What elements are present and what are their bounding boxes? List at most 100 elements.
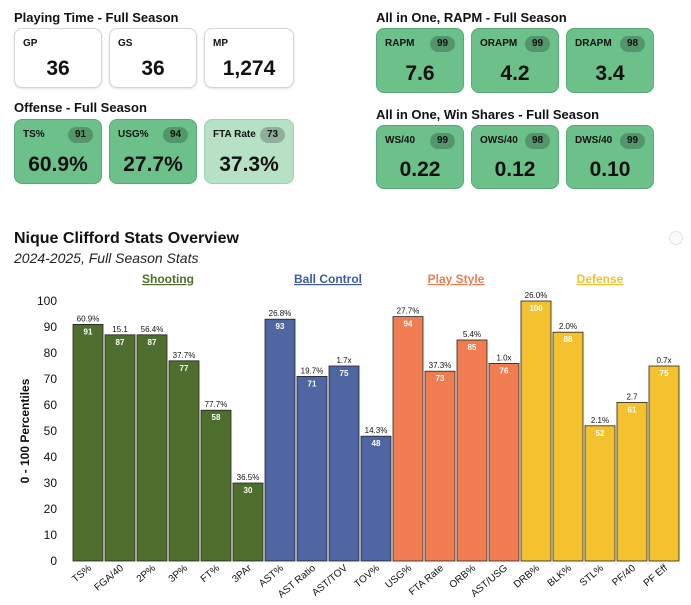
bar-stat-label: 26.8% [269,309,292,318]
y-tick-label: 20 [44,502,58,516]
bar-value-label: 93 [276,322,285,331]
bar [296,375,328,562]
y-tick-label: 10 [44,528,58,542]
card-value: 60.9% [28,153,88,176]
card-label: OWS/40 [480,135,518,146]
bar [104,334,136,562]
percentile-badge: 91 [68,127,93,143]
y-tick-label: 70 [44,372,58,386]
bar [424,370,456,562]
bar-stat-label: 37.7% [173,351,196,360]
card-value: 0.12 [494,158,536,181]
bar-stat-label: 26.0% [525,291,548,300]
card-value: 3.4 [595,62,625,85]
bar-stat-label: 15.1 [112,325,128,334]
percentile-badge: 94 [163,127,188,143]
percentile-badge: 73 [260,127,285,143]
bar-stat-label: 77.7% [205,400,228,409]
percentile-badge: 99 [430,133,455,149]
card-label: USG% [118,129,149,140]
y-tick-label: 90 [44,320,58,334]
bar [200,409,232,562]
bar-stat-label: 1.7x [336,356,351,365]
bar-value-label: 87 [148,338,157,347]
bar [648,365,680,562]
bar-stat-label: 14.3% [365,426,388,435]
bar-value-label: 73 [436,374,445,383]
y-tick-label: 80 [44,346,58,360]
drapm-card: DRAPM 98 3.4 [566,28,654,93]
card-label: WS/40 [385,135,416,146]
bar [72,323,104,562]
group-label: Defense [577,272,624,286]
bar [136,334,168,562]
x-tick-label: TOV% [352,563,382,590]
bar-stat-label: 2.7 [626,392,638,401]
bar-stat-label: 19.7% [301,366,324,375]
bar-value-label: 91 [84,327,93,336]
x-tick-label: BLK% [546,563,574,589]
bar-value-label: 71 [308,379,317,388]
bar-stat-label: 0.7x [656,356,671,365]
bar-value-label: 76 [500,366,509,375]
card-value: 0.22 [399,158,441,181]
x-tick-label: DRB% [512,563,542,591]
bar-stat-label: 37.3% [429,361,452,370]
win-shares-title: All in One, Win Shares - Full Season [376,107,600,122]
percentile-badge: 98 [620,36,645,52]
x-tick-label: AST% [257,563,286,590]
offense-title: Offense - Full Season [14,100,147,115]
x-tick-label: 3PAr [230,562,254,585]
group-label: Shooting [142,272,194,286]
bar-value-label: 100 [529,304,543,313]
bar [584,425,616,562]
bar [552,331,584,562]
card-value: 36 [141,57,165,80]
bar-stat-label: 5.4% [463,330,481,339]
bar-value-label: 75 [660,369,669,378]
card-label: TS% [23,129,45,140]
bar-stat-label: 2.0% [559,322,577,331]
card-label: GP [23,38,38,49]
percentile-badge: 98 [525,133,550,149]
orapm-card: ORAPM 99 4.2 [471,28,559,93]
bar-stat-label: 2.1% [591,416,609,425]
bar-value-label: 77 [180,364,189,373]
card-label: ORAPM [480,38,518,49]
card-label: MP [213,38,228,49]
bar [616,401,648,562]
fta-rate-card: FTA Rate 73 37.3% [204,119,294,184]
percentile-badge: 99 [620,133,645,149]
bar-value-label: 94 [404,320,413,329]
bar-value-label: 58 [212,413,221,422]
x-tick-label: STL% [578,563,606,589]
bar-value-label: 75 [340,369,349,378]
ws40-card: WS/40 99 0.22 [376,125,464,189]
ts-card: TS% 91 60.9% [14,119,102,184]
card-label: DRAPM [575,38,612,49]
bar [360,435,392,562]
rapm-card: RAPM 99 7.6 [376,28,464,93]
card-value: 4.2 [500,62,530,85]
percentile-badge: 99 [430,36,455,52]
bar-stat-label: 1.0x [496,353,511,362]
bar [392,316,424,562]
card-value: 1,274 [222,57,276,80]
y-tick-label: 30 [44,476,58,490]
card-label: FTA Rate [213,129,256,140]
mp-card: MP 1,274 [204,28,294,88]
x-tick-label: FGA/40 [92,563,126,594]
card-label: DWS/40 [575,135,613,146]
bar-value-label: 88 [564,335,573,344]
card-value: 36 [46,57,70,80]
card-label: GS [118,38,133,49]
bar [264,318,296,562]
y-tick-label: 60 [44,398,58,412]
bar-value-label: 52 [596,429,605,438]
bar [328,365,360,562]
y-axis-label: 0 - 100 Percentiles [18,378,32,483]
x-tick-label: TS% [70,563,94,585]
x-tick-label: AST/TOV [310,563,350,599]
bar [168,360,200,562]
